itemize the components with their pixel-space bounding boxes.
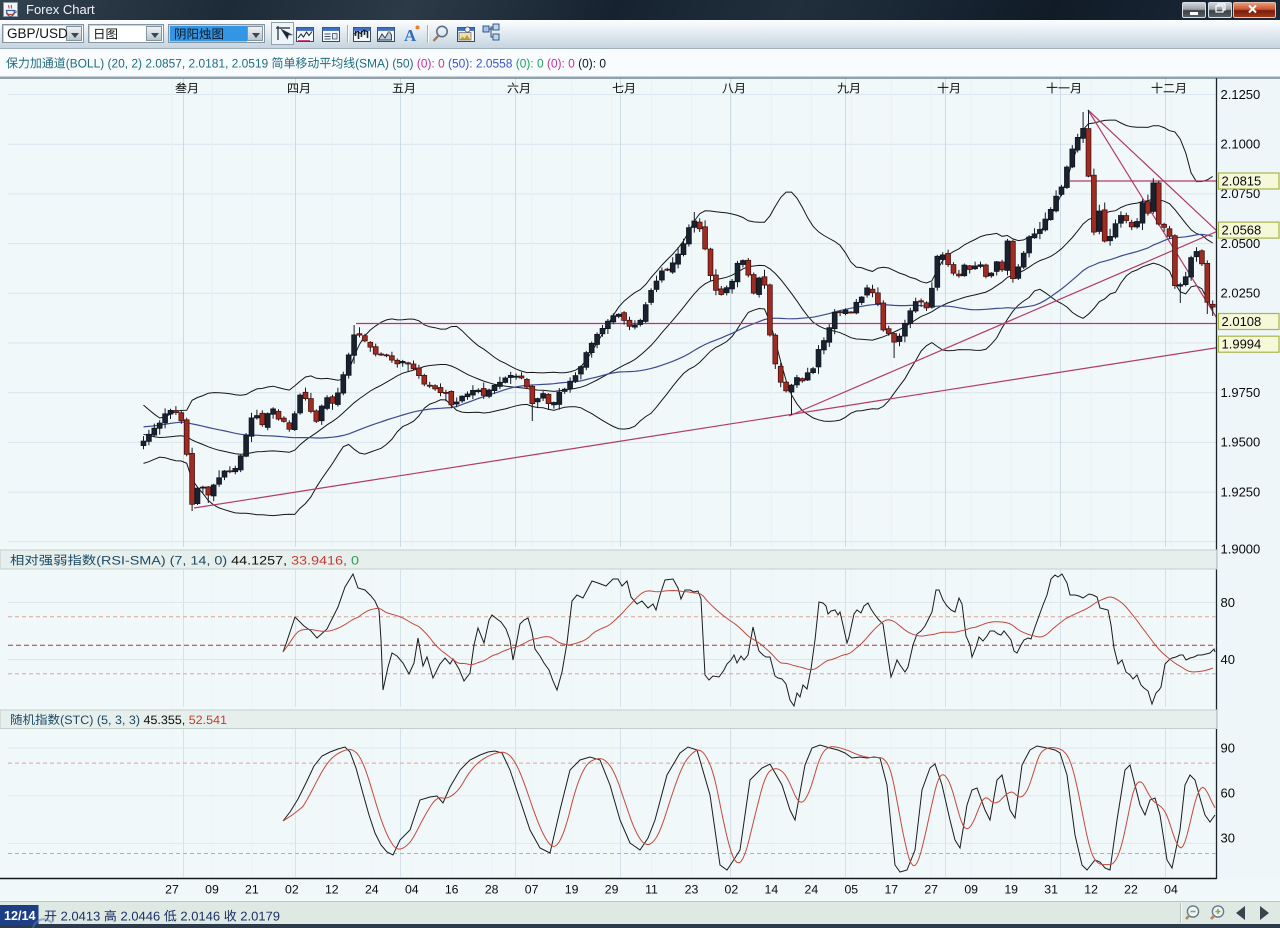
svg-text:1.9500: 1.9500: [1221, 435, 1261, 450]
svg-text:04: 04: [405, 883, 419, 897]
svg-text:02: 02: [285, 883, 299, 897]
svg-text:2.1250: 2.1250: [1221, 87, 1261, 102]
svg-text:80: 80: [1221, 595, 1235, 610]
svg-text:2.0108: 2.0108: [1222, 314, 1262, 329]
svg-text:2.0568: 2.0568: [1222, 222, 1262, 237]
svg-text:2.1000: 2.1000: [1221, 137, 1261, 152]
svg-text:02: 02: [725, 883, 739, 897]
svg-text:90: 90: [1221, 740, 1235, 755]
svg-text:2.0750: 2.0750: [1221, 186, 1261, 201]
svg-text:1.9250: 1.9250: [1221, 484, 1261, 499]
svg-text:19: 19: [1004, 883, 1018, 897]
svg-text:12/14: 12/14: [4, 909, 36, 923]
svg-text:31: 31: [1044, 883, 1058, 897]
svg-text:29: 29: [605, 883, 619, 897]
svg-text:24: 24: [805, 883, 819, 897]
svg-text:27: 27: [165, 883, 179, 897]
svg-text:09: 09: [964, 883, 978, 897]
svg-text:11: 11: [645, 883, 658, 897]
svg-text:14: 14: [765, 883, 779, 897]
svg-text:A: A: [404, 26, 417, 45]
svg-text:27: 27: [924, 883, 938, 897]
svg-text:1.9750: 1.9750: [1221, 385, 1261, 400]
svg-text:07: 07: [525, 883, 539, 897]
svg-text:22: 22: [1124, 883, 1138, 897]
svg-text:1.9000: 1.9000: [1221, 542, 1261, 557]
svg-text:19: 19: [565, 883, 579, 897]
svg-text:21: 21: [245, 883, 259, 897]
svg-text:24: 24: [365, 883, 379, 897]
svg-text:04: 04: [1164, 883, 1178, 897]
svg-text:12: 12: [1084, 883, 1098, 897]
svg-text:09: 09: [205, 883, 219, 897]
svg-text:12: 12: [325, 883, 339, 897]
svg-text:16: 16: [445, 883, 459, 897]
svg-text:05: 05: [844, 883, 858, 897]
svg-text:GBP/USD: GBP/USD: [7, 26, 68, 41]
svg-text:23: 23: [685, 883, 699, 897]
svg-text:2.0500: 2.0500: [1221, 236, 1261, 251]
svg-text:2.0250: 2.0250: [1221, 286, 1261, 301]
svg-text:28: 28: [485, 883, 499, 897]
svg-text:2.0815: 2.0815: [1222, 173, 1262, 188]
svg-text:17: 17: [884, 883, 898, 897]
svg-text:30: 30: [1221, 831, 1235, 846]
svg-text:40: 40: [1221, 652, 1235, 667]
svg-text:60: 60: [1221, 786, 1235, 801]
svg-text:1.9994: 1.9994: [1222, 337, 1262, 352]
